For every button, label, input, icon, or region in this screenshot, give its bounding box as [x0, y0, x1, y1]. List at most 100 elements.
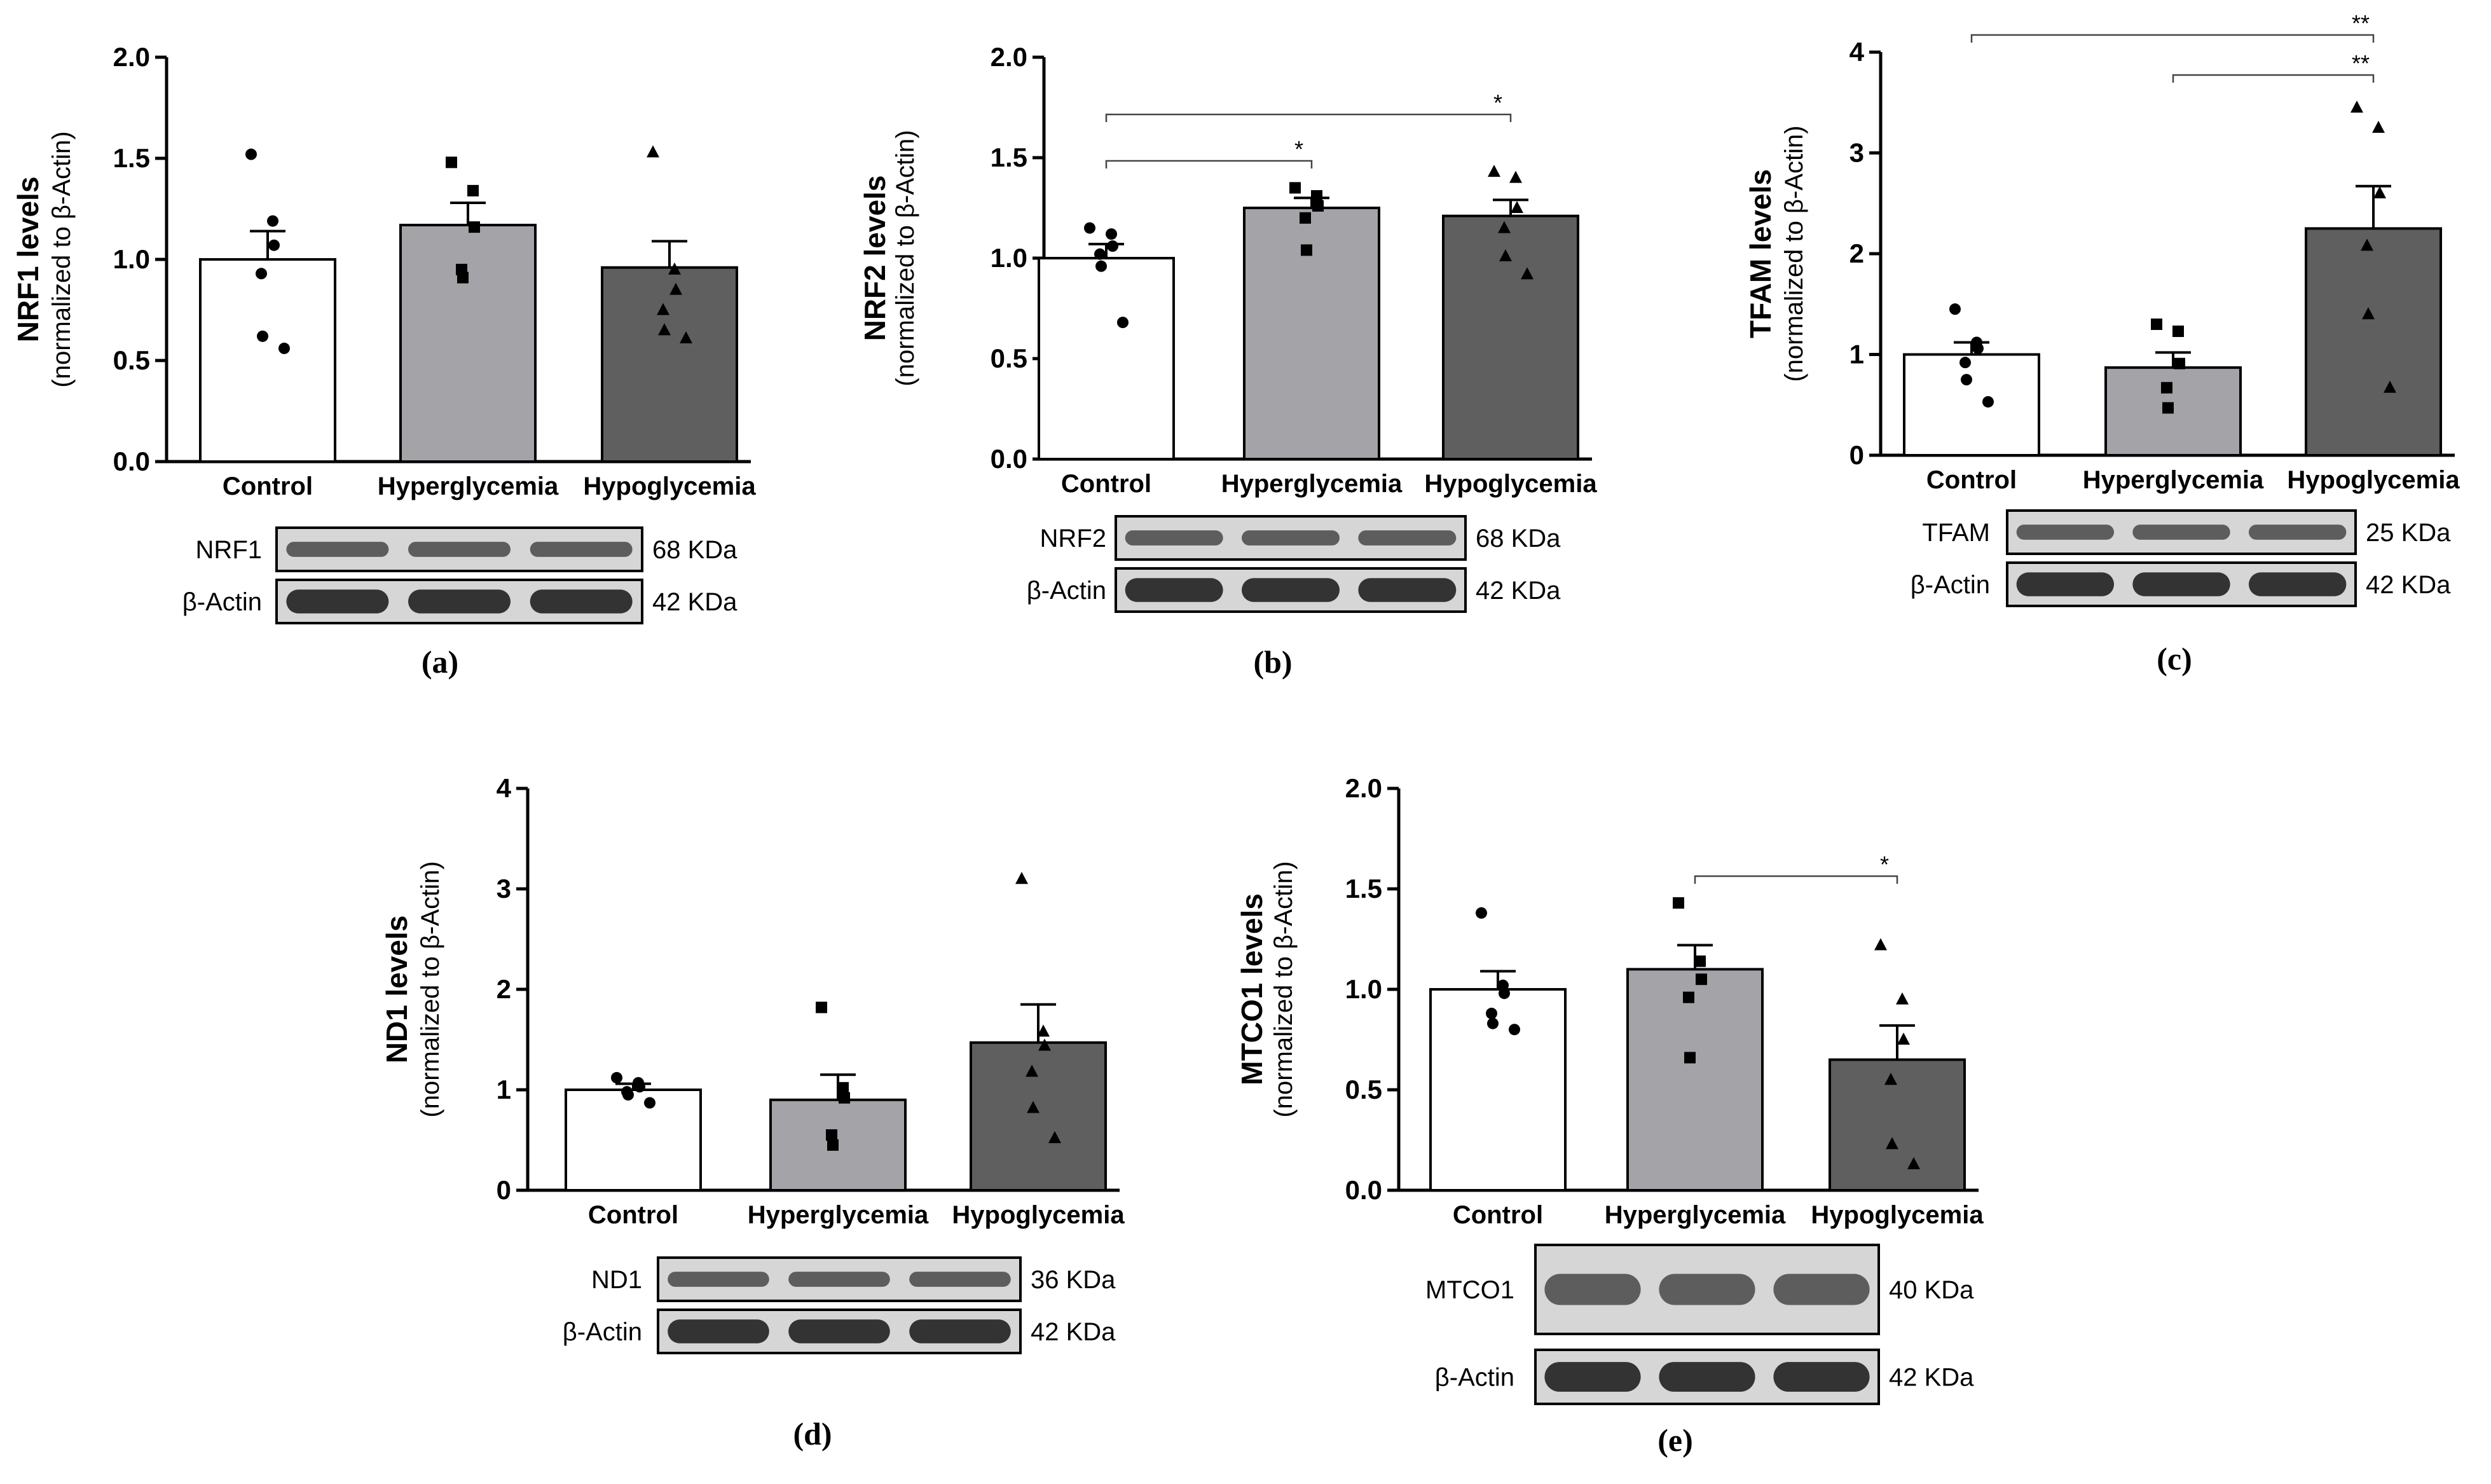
data-point [1312, 200, 1324, 212]
data-point [668, 262, 681, 275]
data-point [657, 303, 669, 315]
data-point [1498, 221, 1511, 233]
data-point [267, 215, 278, 227]
y-tick-label: 2.0 [991, 42, 1027, 72]
y-axis-title: ND1 levels [380, 916, 413, 1064]
significance-bracket [2172, 74, 2375, 83]
bar-control [1903, 353, 2040, 457]
blot-band [1242, 578, 1340, 602]
data-point [826, 1129, 837, 1141]
x-tick-label: Hyperglycemia [2083, 466, 2264, 494]
significance-bracket [1105, 160, 1313, 168]
panel-caption: (e) [1657, 1422, 1693, 1458]
y-tick-label: 1.5 [991, 142, 1027, 172]
data-point [1027, 1101, 1040, 1113]
y-tick-label: 3 [1849, 138, 1864, 168]
data-point [1886, 1137, 1898, 1150]
blot-band [2016, 525, 2115, 540]
significance-label: * [1880, 851, 1889, 877]
panel-b: 0.0 0.5 1.0 1.5 2.0 NRF2 levels (normalized to… [858, 42, 1597, 680]
x-tick-label: Hypoglycemia [583, 472, 756, 500]
data-point [1311, 190, 1322, 202]
data-point [634, 1081, 645, 1093]
data-point [2373, 186, 2386, 198]
data-point [278, 342, 290, 354]
blot-band [1125, 578, 1223, 602]
data-point [1499, 249, 1512, 261]
y-tick-label: 0.5 [113, 345, 150, 375]
data-point [827, 1139, 839, 1151]
data-point [1907, 1157, 1920, 1169]
data-point [1038, 1038, 1051, 1051]
x-tick-label: Control [588, 1201, 678, 1229]
data-point [816, 1001, 827, 1013]
data-point [1301, 244, 1312, 256]
data-point [2174, 357, 2185, 369]
data-point [1673, 897, 1684, 909]
blot-label: NRF2 [1040, 525, 1106, 553]
blot-band [1659, 1274, 1755, 1305]
blot-size: 42 KDa [1889, 1364, 1974, 1392]
blot-size: 42 KDa [1476, 577, 1561, 605]
panel-caption: (d) [793, 1416, 832, 1452]
data-point [2384, 380, 2396, 393]
data-point [622, 1089, 634, 1101]
data-point [1683, 991, 1694, 1003]
data-point [457, 271, 469, 284]
data-point [1289, 182, 1301, 194]
blot-band [668, 1272, 769, 1287]
data-point [2362, 307, 2375, 320]
x-tick-label: Control [1453, 1201, 1543, 1229]
bar-control [1038, 257, 1175, 460]
blot-band [909, 1272, 1011, 1287]
y-tick-label: 2 [497, 974, 511, 1004]
blot-band [408, 589, 511, 614]
data-point [1488, 165, 1500, 177]
data-point [2361, 238, 2373, 251]
y-tick-label: 0.5 [1345, 1075, 1382, 1104]
blot-band [2132, 572, 2230, 596]
panel-caption: (b) [1253, 644, 1292, 680]
data-point [839, 1092, 850, 1104]
x-tick-label: Hypoglycemia [1424, 470, 1597, 498]
blot-label: β-Actin [1027, 577, 1106, 605]
y-tick-label: 1.0 [1345, 974, 1382, 1004]
blot-band [286, 589, 389, 614]
data-point [2172, 326, 2184, 338]
blot-band [2132, 525, 2230, 540]
data-point [1696, 973, 1707, 986]
y-tick-label: 2.0 [1345, 773, 1382, 803]
bar-hyperglycemia [1243, 207, 1380, 460]
y-tick-label: 0.0 [113, 446, 150, 476]
y-tick-label: 2.0 [113, 42, 150, 72]
blot-label: β-Actin [182, 588, 262, 616]
blot-band [408, 542, 511, 557]
significance-label: ** [2352, 10, 2370, 36]
data-point [2372, 120, 2385, 133]
x-tick-label: Control [1061, 470, 1151, 498]
data-point [1684, 1052, 1696, 1064]
data-point [1095, 260, 1107, 272]
data-point [1499, 987, 1510, 1000]
data-point [1961, 374, 1972, 386]
y-tick-label: 1.0 [113, 244, 150, 274]
blot-band [530, 589, 633, 614]
blot-label: β-Actin [1435, 1364, 1514, 1392]
y-tick-label: 1.0 [991, 243, 1027, 273]
y-tick-label: 0.0 [991, 444, 1027, 474]
y-axis-title: NRF2 levels [858, 175, 891, 341]
data-point [1107, 240, 1118, 252]
blot-label: NRF1 [196, 536, 262, 564]
blot-band [668, 1319, 769, 1343]
data-point [1694, 955, 1706, 967]
blot-size: 68 KDa [1476, 525, 1561, 553]
significance-label: * [1493, 90, 1502, 116]
blot-band [286, 542, 389, 557]
x-tick-label: Hyperglycemia [1605, 1201, 1786, 1229]
y-tick-label: 0 [1849, 440, 1864, 470]
y-axis-title: TFAM levels [1744, 169, 1777, 338]
bar-hypoglycemia [1829, 1058, 1966, 1192]
blot-band [788, 1272, 890, 1287]
y-tick-label: 1 [497, 1075, 511, 1104]
y-tick-label: 4 [497, 773, 512, 803]
